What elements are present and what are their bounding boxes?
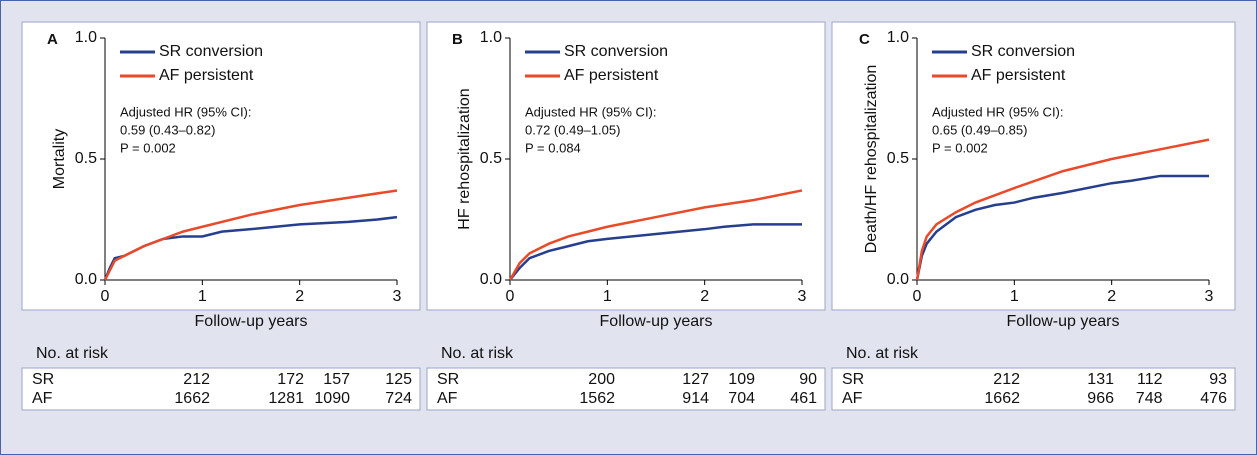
annotation: P = 0.084 bbox=[525, 140, 581, 155]
risk-count: 704 bbox=[728, 390, 755, 407]
survival-curve bbox=[915, 174, 1209, 281]
x-tick-label: 1 bbox=[603, 288, 612, 305]
annotation: P = 0.002 bbox=[932, 140, 988, 155]
annotation: Adjusted HR (95% CI): bbox=[932, 104, 1064, 119]
legend-label: SR conversion bbox=[564, 43, 668, 60]
risk-table-box bbox=[831, 367, 1236, 411]
x-tick-label: 1 bbox=[198, 288, 207, 305]
y-axis-label: Mortality bbox=[51, 129, 68, 189]
y-tick-label: 0.0 bbox=[887, 271, 909, 288]
risk-count: 93 bbox=[1209, 371, 1227, 388]
risk-count: 109 bbox=[728, 371, 755, 388]
x-tick-label: 2 bbox=[1107, 288, 1116, 305]
risk-count: 1662 bbox=[174, 390, 210, 407]
annotation: 0.59 (0.43–0.82) bbox=[120, 122, 215, 137]
y-tick-label: 1.0 bbox=[887, 29, 909, 46]
panel-label: C bbox=[859, 31, 870, 48]
risk-count: 914 bbox=[682, 390, 709, 407]
annotation: 0.65 (0.49–0.85) bbox=[932, 122, 1027, 137]
risk-table-title: No. at risk bbox=[441, 345, 514, 362]
x-axis-label: Follow-up years bbox=[1007, 313, 1120, 330]
survival-curve bbox=[103, 189, 398, 281]
risk-count: 90 bbox=[799, 371, 817, 388]
annotation: Adjusted HR (95% CI): bbox=[120, 104, 252, 119]
legend-label: SR conversion bbox=[971, 43, 1075, 60]
risk-row-label: SR bbox=[437, 371, 459, 388]
x-tick-label: 2 bbox=[295, 288, 304, 305]
panel-background bbox=[21, 21, 421, 311]
risk-table-box bbox=[426, 367, 826, 411]
legend-label: AF persistent bbox=[971, 67, 1066, 84]
x-tick-label: 3 bbox=[393, 288, 402, 305]
survival-curve bbox=[103, 215, 398, 281]
panel-label: B bbox=[452, 31, 463, 48]
risk-count: 966 bbox=[1087, 390, 1114, 407]
x-tick-label: 3 bbox=[798, 288, 807, 305]
y-axis-label: HF rehospitalization bbox=[456, 88, 473, 229]
risk-table-box bbox=[21, 367, 421, 411]
x-tick-label: 2 bbox=[700, 288, 709, 305]
risk-count: 724 bbox=[385, 390, 412, 407]
risk-count: 461 bbox=[790, 390, 817, 407]
x-axis-label: Follow-up years bbox=[600, 313, 713, 330]
legend-label: AF persistent bbox=[564, 67, 659, 84]
risk-row-label: AF bbox=[32, 390, 53, 407]
y-tick-label: 0.0 bbox=[480, 271, 502, 288]
risk-count: 157 bbox=[323, 371, 350, 388]
risk-count: 748 bbox=[1136, 390, 1163, 407]
legend-label: AF persistent bbox=[159, 67, 254, 84]
x-tick-label: 0 bbox=[506, 288, 515, 305]
risk-count: 112 bbox=[1137, 371, 1163, 388]
x-tick-label: 1 bbox=[1010, 288, 1019, 305]
risk-table-title: No. at risk bbox=[36, 345, 109, 362]
risk-row-label: AF bbox=[842, 390, 863, 407]
x-tick-label: 3 bbox=[1205, 288, 1214, 305]
panel-background bbox=[426, 21, 826, 311]
y-tick-label: 0.0 bbox=[75, 271, 97, 288]
risk-count: 1090 bbox=[314, 390, 350, 407]
survival-curve bbox=[509, 223, 802, 281]
survival-curve bbox=[508, 189, 803, 281]
risk-count: 1662 bbox=[984, 390, 1020, 407]
risk-table-title: No. at risk bbox=[846, 345, 919, 362]
y-tick-label: 0.5 bbox=[887, 150, 909, 167]
panel-background bbox=[831, 21, 1236, 311]
x-tick-label: 0 bbox=[913, 288, 922, 305]
risk-count: 212 bbox=[183, 371, 210, 388]
y-tick-label: 0.5 bbox=[480, 150, 502, 167]
risk-count: 127 bbox=[682, 371, 709, 388]
risk-count: 172 bbox=[277, 371, 304, 388]
risk-count: 125 bbox=[385, 371, 412, 388]
annotation: 0.72 (0.49–1.05) bbox=[525, 122, 620, 137]
survival-curve bbox=[915, 138, 1210, 281]
risk-count: 131 bbox=[1087, 371, 1114, 388]
risk-count: 200 bbox=[588, 371, 615, 388]
legend-label: SR conversion bbox=[159, 43, 263, 60]
x-tick-label: 0 bbox=[101, 288, 110, 305]
x-axis-label: Follow-up years bbox=[195, 313, 308, 330]
panel-label: A bbox=[47, 31, 58, 48]
y-tick-label: 0.5 bbox=[75, 150, 97, 167]
y-tick-label: 1.0 bbox=[75, 29, 97, 46]
risk-row-label: AF bbox=[437, 390, 458, 407]
annotation: P = 0.002 bbox=[120, 140, 176, 155]
risk-count: 1562 bbox=[579, 390, 615, 407]
risk-row-label: SR bbox=[32, 371, 54, 388]
risk-count: 212 bbox=[993, 371, 1020, 388]
y-tick-label: 1.0 bbox=[480, 29, 502, 46]
annotation: Adjusted HR (95% CI): bbox=[525, 104, 657, 119]
risk-count: 1281 bbox=[268, 390, 304, 407]
y-axis-label: Death/HF rehospitalization bbox=[863, 65, 880, 254]
risk-row-label: SR bbox=[842, 371, 864, 388]
risk-count: 476 bbox=[1200, 390, 1227, 407]
